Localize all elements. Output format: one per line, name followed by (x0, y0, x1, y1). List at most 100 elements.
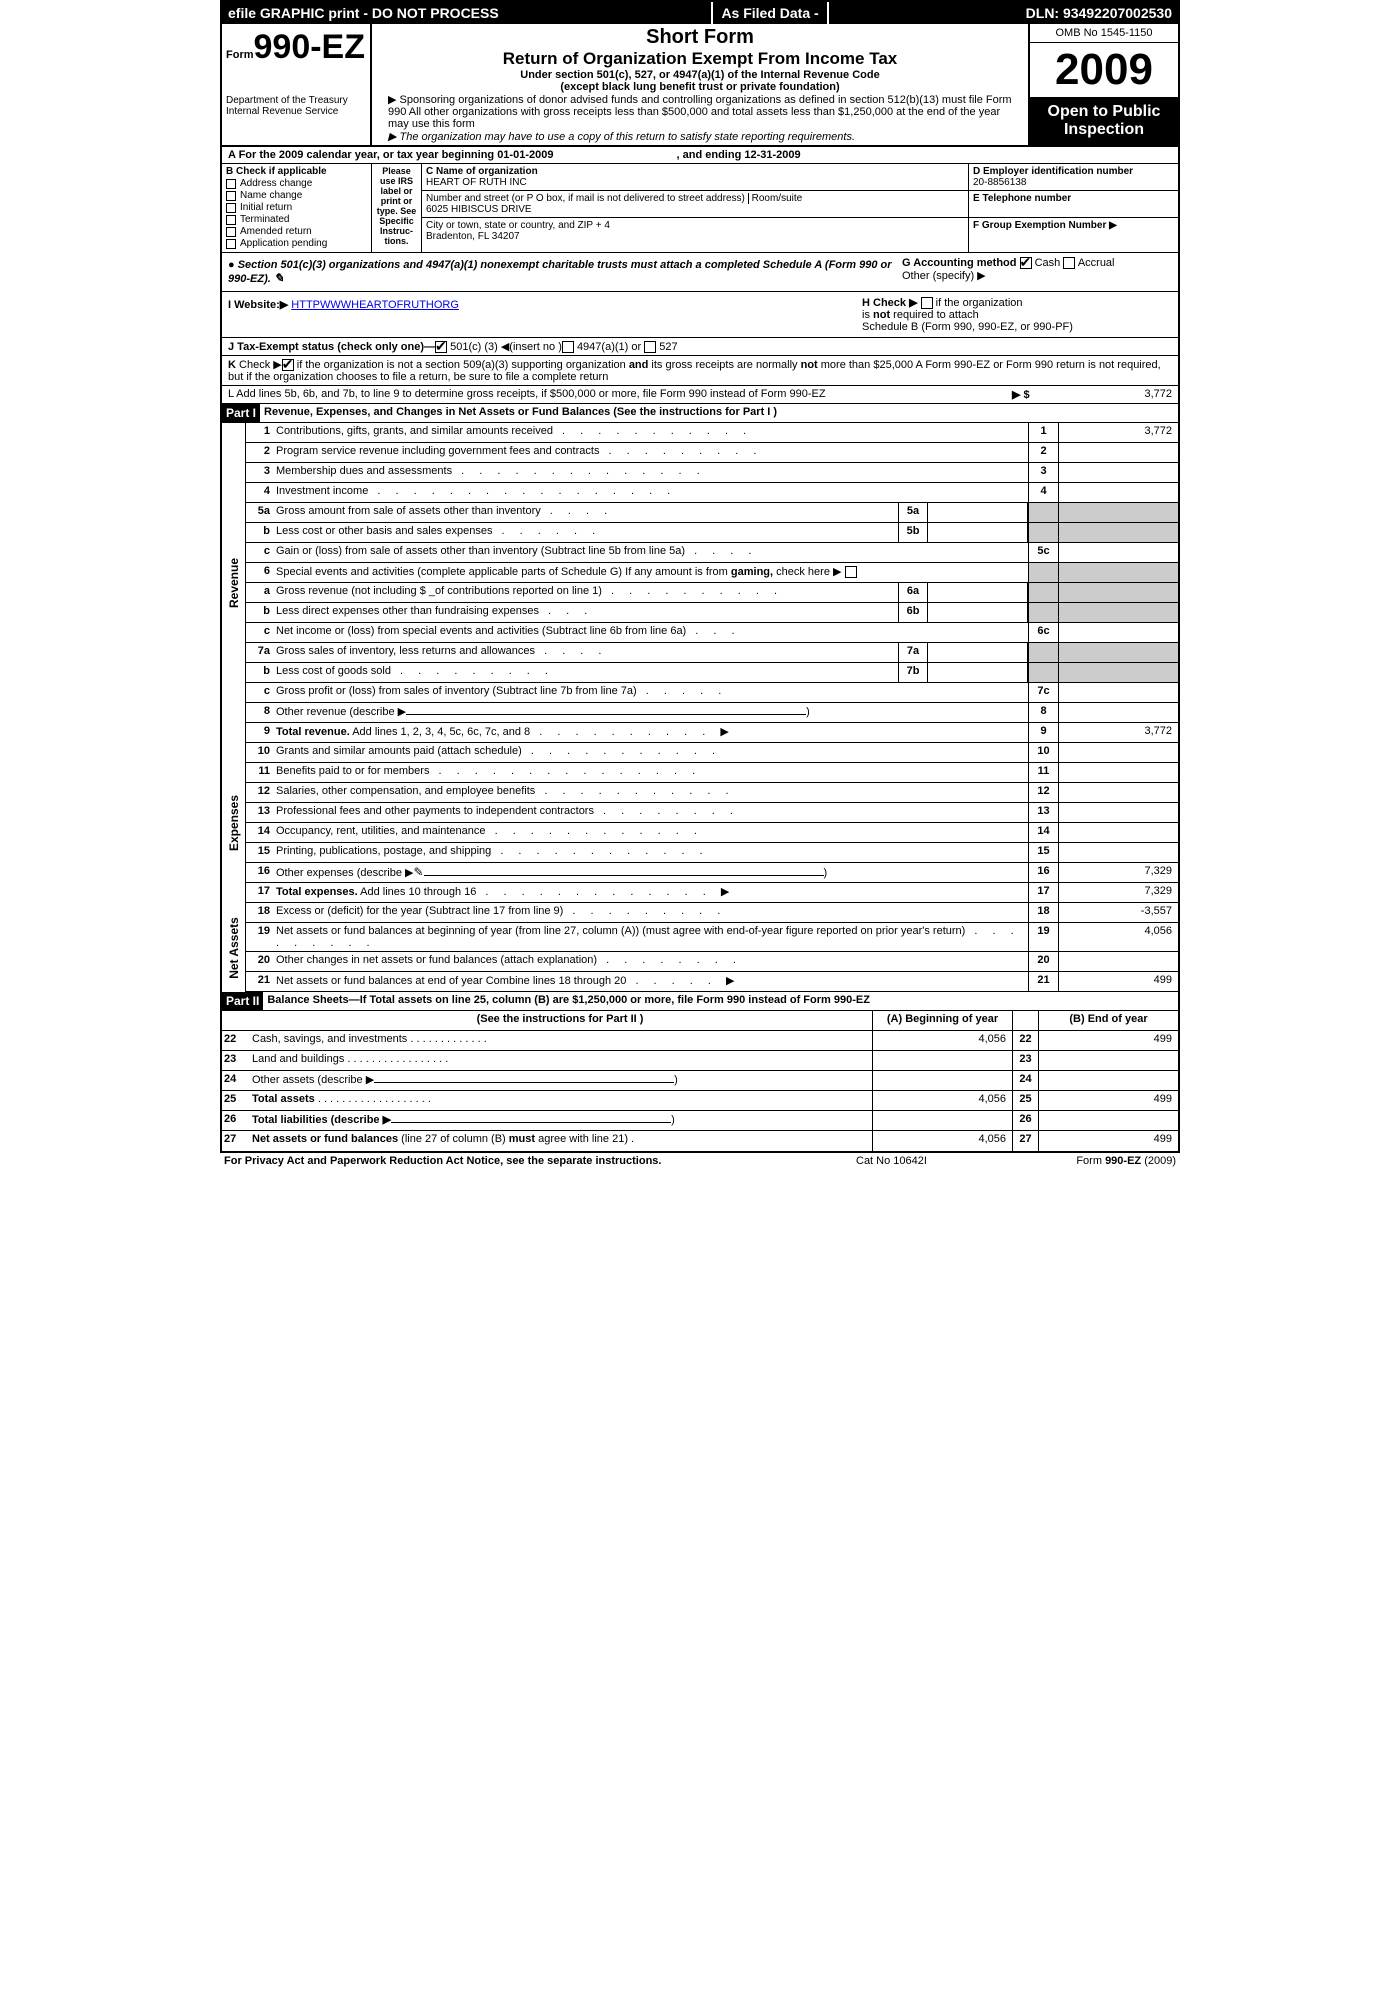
line-15: 15Printing, publications, postage, and s… (246, 843, 1178, 863)
part1-body: Revenue 1Contributions, gifts, grants, a… (222, 423, 1178, 743)
cb-cash[interactable] (1020, 257, 1032, 269)
line-4: 4Investment income . . . . . . . . . . .… (246, 483, 1178, 503)
subtitle-1: Under section 501(c), 527, or 4947(a)(1)… (378, 69, 1022, 81)
page-footer: For Privacy Act and Paperwork Reduction … (220, 1153, 1180, 1169)
col-b: B Check if applicable Address change Nam… (222, 164, 372, 252)
part2-label: Part II (222, 992, 263, 1010)
line-1: 1Contributions, gifts, grants, and simil… (246, 423, 1178, 443)
part2-title: Balance Sheets—If Total assets on line 2… (263, 992, 1178, 1010)
line-8: 8Other revenue (describe ▶)8 (246, 703, 1178, 723)
cb-527[interactable] (644, 341, 656, 353)
line-6a: aGross revenue (not including $ _of cont… (246, 583, 1178, 603)
vlabel-revenue: Revenue (222, 423, 246, 743)
line-2: 2Program service revenue including gover… (246, 443, 1178, 463)
cb-gaming[interactable] (845, 566, 857, 578)
part1-title: Revenue, Expenses, and Changes in Net As… (260, 404, 1178, 422)
col-label-instr: Please use IRS label or print or type. S… (372, 164, 422, 252)
top-bar: efile GRAPHIC print - DO NOT PROCESS As … (222, 2, 1178, 24)
topbar-right: DLN: 93492207002530 (1020, 2, 1178, 24)
line-11: 11Benefits paid to or for members . . . … (246, 763, 1178, 783)
line-18: 18Excess or (deficit) for the year (Subt… (246, 903, 1178, 923)
line-16: 16Other expenses (describe ▶✎)167,329 (246, 863, 1178, 883)
cb-address[interactable]: Address change (226, 178, 367, 189)
header-note-1: ▶ Sponsoring organizations of donor advi… (378, 93, 1022, 130)
cb-4947[interactable] (562, 341, 574, 353)
line-7b: bLess cost of goods sold . . . . . . . .… (246, 663, 1178, 683)
d-ein: D Employer identification number 20-8856… (969, 164, 1178, 191)
sec-501-text: ● Section 501(c)(3) organizations and 49… (222, 253, 898, 291)
c-street: Number and street (or P O box, if mail i… (422, 191, 968, 218)
topbar-empty (829, 2, 1020, 24)
footer-formname: Form 990-EZ (2009) (1016, 1155, 1176, 1167)
bs-23: 23Land and buildings . . . . . . . . . .… (222, 1051, 1178, 1071)
line-21: 21Net assets or fund balances at end of … (246, 972, 1178, 992)
e-phone: E Telephone number (969, 191, 1178, 218)
header-note-2: ▶ The organization may have to use a cop… (378, 130, 1022, 143)
header-row: Form990-EZ Department of the Treasury In… (222, 24, 1178, 147)
cb-k[interactable] (282, 359, 294, 371)
cb-terminated[interactable]: Terminated (226, 214, 367, 225)
line-14: 14Occupancy, rent, utilities, and mainte… (246, 823, 1178, 843)
form-title: Return of Organization Exempt From Incom… (378, 49, 1022, 69)
line-6c: cNet income or (loss) from special event… (246, 623, 1178, 643)
line-5b: bLess cost or other basis and sales expe… (246, 523, 1178, 543)
form-number: Form990-EZ (226, 28, 366, 67)
cb-accrual[interactable] (1063, 257, 1075, 269)
line-12: 12Salaries, other compensation, and empl… (246, 783, 1178, 803)
line-13: 13Professional fees and other payments t… (246, 803, 1178, 823)
cb-name[interactable]: Name change (226, 190, 367, 201)
row-a: A For the 2009 calendar year, or tax yea… (222, 147, 1178, 164)
f-group: F Group Exemption Number ▶ (969, 218, 1178, 233)
dept-irs: Internal Revenue Service (226, 106, 366, 117)
line-6: 6Special events and activities (complete… (246, 563, 1178, 583)
cb-initial[interactable]: Initial return (226, 202, 367, 213)
part1-netassets: Net Assets 18Excess or (deficit) for the… (222, 903, 1178, 992)
line-17: 17Total expenses. Add lines 10 through 1… (246, 883, 1178, 903)
line-19: 19Net assets or fund balances at beginni… (246, 923, 1178, 952)
title-box: Short Form Return of Organization Exempt… (372, 24, 1028, 145)
h-check: H Check ▶ if the organization is not req… (858, 292, 1178, 337)
line-10: 10Grants and similar amounts paid (attac… (246, 743, 1178, 763)
row-ih: I Website:▶ HTTPWWWHEARTOFRUTHORG H Chec… (222, 292, 1178, 338)
part1-header: Part I Revenue, Expenses, and Changes in… (222, 404, 1178, 423)
row-j: J Tax-Exempt status (check only one)— 50… (222, 338, 1178, 356)
line-6b: bLess direct expenses other than fundrai… (246, 603, 1178, 623)
topbar-mid: As Filed Data - (711, 2, 828, 24)
b-title: B Check if applicable (226, 166, 367, 177)
part2-header: Part II Balance Sheets—If Total assets o… (222, 992, 1178, 1011)
cb-h[interactable] (921, 297, 933, 309)
footer-catno: Cat No 10642I (856, 1155, 1016, 1167)
right-box: OMB No 1545-1150 2009 Open to Public Ins… (1028, 24, 1178, 145)
line-3: 3Membership dues and assessments . . . .… (246, 463, 1178, 483)
line-7a: 7aGross sales of inventory, less returns… (246, 643, 1178, 663)
topbar-left: efile GRAPHIC print - DO NOT PROCESS (222, 2, 711, 24)
bs-27: 27Net assets or fund balances (line 27 o… (222, 1131, 1178, 1151)
line-7c: cGross profit or (loss) from sales of in… (246, 683, 1178, 703)
row-k: K Check ▶ if the organization is not a s… (222, 356, 1178, 386)
col-def: D Employer identification number 20-8856… (968, 164, 1178, 252)
col-c: C Name of organization HEART OF RUTH INC… (422, 164, 968, 252)
section-bcd: B Check if applicable Address change Nam… (222, 164, 1178, 253)
bs-26: 26Total liabilities (describe ▶)26 (222, 1111, 1178, 1131)
part1-expenses: Expenses 10Grants and similar amounts pa… (222, 743, 1178, 903)
cb-501c[interactable] (435, 341, 447, 353)
sec-g: G Accounting method Cash Accrual Other (… (898, 253, 1178, 291)
tax-year: 2009 (1030, 43, 1178, 97)
dept-treasury: Department of the Treasury (226, 95, 366, 106)
i-website: I Website:▶ HTTPWWWHEARTOFRUTHORG (222, 292, 858, 337)
bs-22: 22Cash, savings, and investments . . . .… (222, 1031, 1178, 1051)
cb-pending[interactable]: Application pending (226, 238, 367, 249)
cb-amended[interactable]: Amended return (226, 226, 367, 237)
form-container: efile GRAPHIC print - DO NOT PROCESS As … (220, 0, 1180, 1153)
bs-24: 24Other assets (describe ▶)24 (222, 1071, 1178, 1091)
line-5a: 5aGross amount from sale of assets other… (246, 503, 1178, 523)
vlabel-netassets: Net Assets (222, 903, 246, 992)
row-l: L Add lines 5b, 6b, and 7b, to line 9 to… (222, 386, 1178, 404)
line-9: 9Total revenue. Add lines 1, 2, 3, 4, 5c… (246, 723, 1178, 743)
omb-number: OMB No 1545-1150 (1030, 24, 1178, 43)
subtitle-2: (except black lung benefit trust or priv… (378, 81, 1022, 93)
open-public: Open to Public Inspection (1030, 97, 1178, 145)
c-name: C Name of organization HEART OF RUTH INC (422, 164, 968, 191)
footer-privacy: For Privacy Act and Paperwork Reduction … (224, 1155, 856, 1167)
bs-25: 25Total assets . . . . . . . . . . . . .… (222, 1091, 1178, 1111)
